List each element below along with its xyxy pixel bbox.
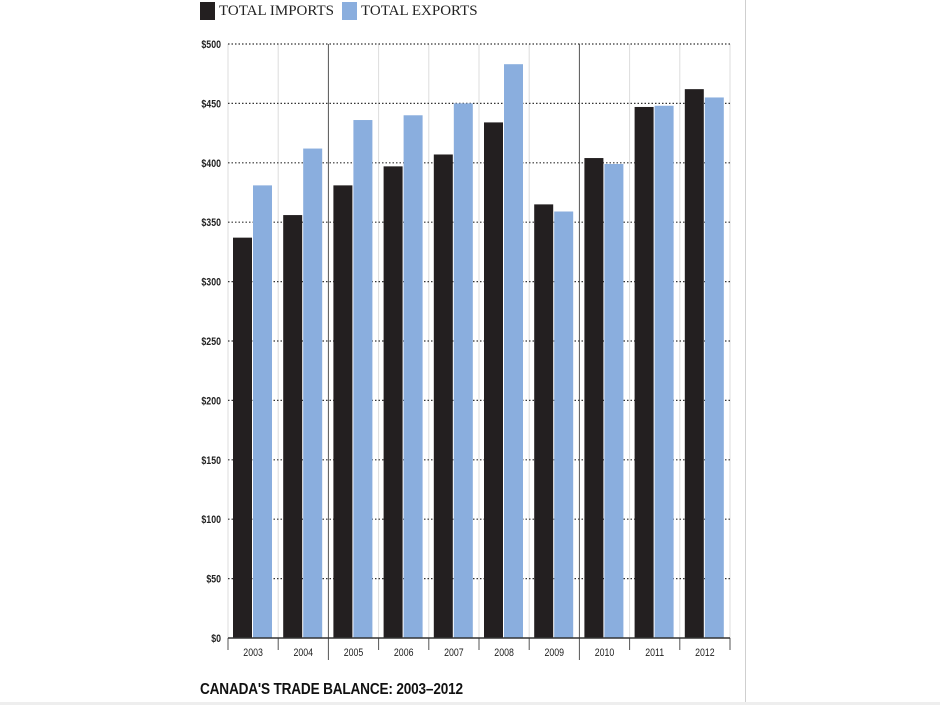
- legend: TOTAL IMPORTS TOTAL EXPORTS: [200, 2, 478, 20]
- x-tick-label: 2010: [595, 647, 615, 659]
- bar-imports-2012: [684, 89, 704, 639]
- x-tick-label: 2007: [444, 647, 464, 659]
- y-tick-label: $250: [201, 336, 221, 348]
- y-tick-label: $450: [201, 99, 221, 111]
- y-tick-label: $150: [201, 455, 221, 467]
- bar-imports-2006: [383, 166, 403, 638]
- y-tick-label: $500: [201, 39, 221, 51]
- bar-exports-2006: [403, 115, 423, 638]
- x-tick-label: 2011: [645, 647, 664, 659]
- bar-imports-2008: [484, 122, 503, 638]
- x-tick-label: 2004: [294, 647, 314, 659]
- bar-exports-2008: [504, 64, 523, 639]
- bar-exports-2003: [253, 185, 272, 638]
- y-tick-label: $350: [201, 217, 221, 229]
- bar-imports-2004: [283, 215, 303, 638]
- y-tick-label: $50: [206, 574, 221, 586]
- bar-imports-2011: [634, 106, 654, 639]
- x-tick-label: 2005: [344, 647, 364, 659]
- bar-exports-2004: [303, 148, 323, 638]
- y-tick-label: $0: [211, 633, 221, 645]
- bar-imports-2003: [233, 237, 252, 639]
- bar-exports-2009: [554, 211, 574, 638]
- bar-imports-2007: [433, 154, 453, 638]
- y-tick-label: $200: [201, 396, 221, 408]
- x-tick-label: 2006: [394, 647, 414, 659]
- bar-exports-2012: [704, 97, 724, 638]
- page-edge-divider: [745, 0, 746, 705]
- legend-label-imports: TOTAL IMPORTS: [219, 2, 334, 19]
- x-tick-label: 2003: [243, 647, 263, 659]
- bar-imports-2005: [333, 185, 353, 638]
- bar-imports-2009: [534, 204, 554, 638]
- bottom-divider: [0, 702, 940, 705]
- bar-exports-2010: [604, 163, 624, 638]
- y-tick-label: $300: [201, 277, 221, 289]
- legend-swatch-imports: [200, 2, 215, 20]
- bar-exports-2011: [654, 105, 674, 638]
- y-tick-label: $100: [201, 514, 221, 526]
- y-tick-label: $400: [201, 158, 221, 170]
- x-tick-label: 2008: [494, 647, 514, 659]
- legend-swatch-exports: [342, 2, 357, 20]
- x-tick-label: 2009: [545, 647, 565, 659]
- bar-exports-2007: [453, 103, 473, 638]
- legend-label-exports: TOTAL EXPORTS: [361, 2, 478, 19]
- bar-exports-2005: [353, 120, 373, 639]
- bar-imports-2010: [584, 158, 604, 638]
- x-tick-label: 2012: [695, 647, 715, 659]
- chart-title: CANADA'S TRADE BALANCE: 2003–2012: [200, 681, 463, 698]
